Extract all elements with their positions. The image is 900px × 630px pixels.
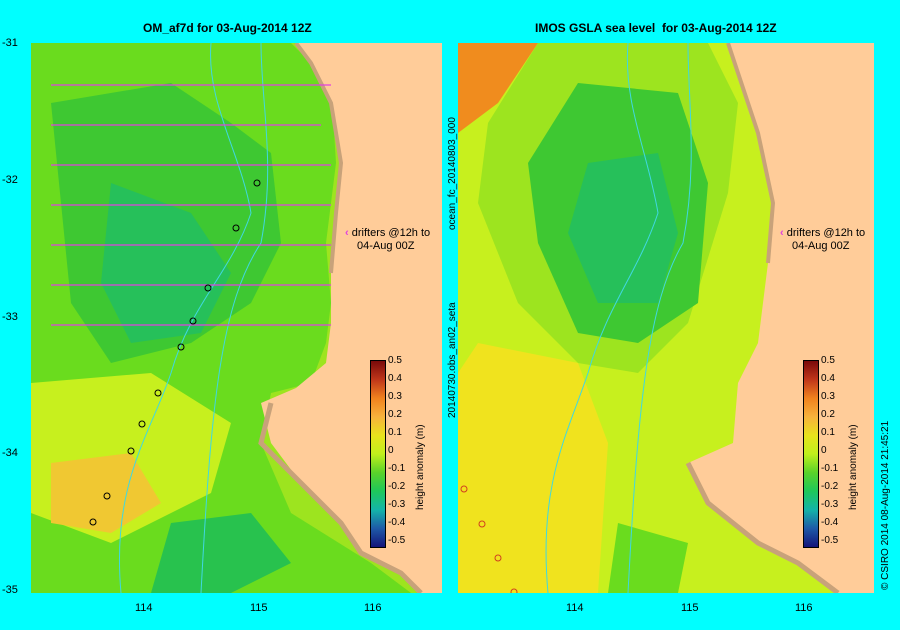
cb-label: -0.4 — [821, 517, 839, 528]
cb-label: 0.3 — [821, 391, 835, 402]
xtick-left-1: 114 — [135, 602, 153, 614]
cb-label: -0.3 — [821, 499, 839, 510]
xtick-right-3: 116 — [795, 602, 813, 614]
right-drifter-line2: 04-Aug 00Z — [792, 240, 850, 252]
left-map — [31, 43, 442, 593]
cb-label: -0.5 — [388, 535, 406, 546]
left-cb-title: height anomaly (m) — [415, 424, 426, 510]
cb-label: -0.3 — [388, 499, 406, 510]
xtick-left-2: 115 — [250, 602, 268, 614]
cb-label: -0.1 — [821, 463, 839, 474]
xtick-left-3: 116 — [364, 602, 382, 614]
cb-label: 0.1 — [388, 427, 402, 438]
right-cb-title: height anomaly (m) — [848, 424, 859, 510]
right-drifter-line1: drifters @12h to — [786, 227, 866, 239]
cb-label: 0.4 — [388, 373, 402, 384]
right-colorbar-gradient — [804, 361, 818, 547]
left-title: OM_af7d for 03-Aug-2014 12Z — [143, 21, 312, 35]
cb-label: 0 — [388, 445, 394, 456]
left-colorbar-gradient — [371, 361, 385, 547]
cb-label: 0.5 — [388, 355, 402, 366]
cb-label: 0.5 — [821, 355, 835, 366]
cb-label: 0.2 — [821, 409, 835, 420]
right-drifter-note: ‹ drifters @12h to 04-Aug 00Z — [780, 227, 865, 253]
xtick-right-2: 115 — [681, 602, 699, 614]
left-drifter-arrow-icon: ‹ — [345, 227, 349, 239]
right-drifter-arrow-icon: ‹ — [780, 227, 784, 239]
cb-label: 0.2 — [388, 409, 402, 420]
credit-label: © CSIRO 2014 08-Aug-2014 21:45:21 — [880, 420, 891, 590]
left-colorbar — [370, 360, 386, 548]
cb-label: 0.3 — [388, 391, 402, 402]
ytick-3: -33 — [2, 311, 18, 323]
cb-label: -0.5 — [821, 535, 839, 546]
left-drifter-line2: 04-Aug 00Z — [357, 240, 415, 252]
cb-label: 0 — [821, 445, 827, 456]
cb-label: -0.2 — [388, 481, 406, 492]
cb-label: -0.2 — [821, 481, 839, 492]
run-label-2: ocean_fc_20140803_000 — [447, 117, 458, 230]
right-colorbar — [803, 360, 819, 548]
left-drifter-line1: drifters @12h to — [351, 227, 431, 239]
ytick-4: -34 — [2, 447, 18, 459]
ytick-1: -31 — [2, 37, 18, 49]
cb-label: -0.1 — [388, 463, 406, 474]
ytick-5: -35 — [2, 584, 18, 596]
run-label: 20140730.obs_an02_seta — [447, 302, 458, 418]
cb-label: 0.1 — [821, 427, 835, 438]
cb-label: 0.4 — [821, 373, 835, 384]
left-drifter-note: ‹ drifters @12h to 04-Aug 00Z — [345, 227, 430, 253]
ytick-2: -32 — [2, 174, 18, 186]
cb-label: -0.4 — [388, 517, 406, 528]
right-title: IMOS GSLA sea level for 03-Aug-2014 12Z — [535, 21, 777, 35]
xtick-right-1: 114 — [566, 602, 584, 614]
